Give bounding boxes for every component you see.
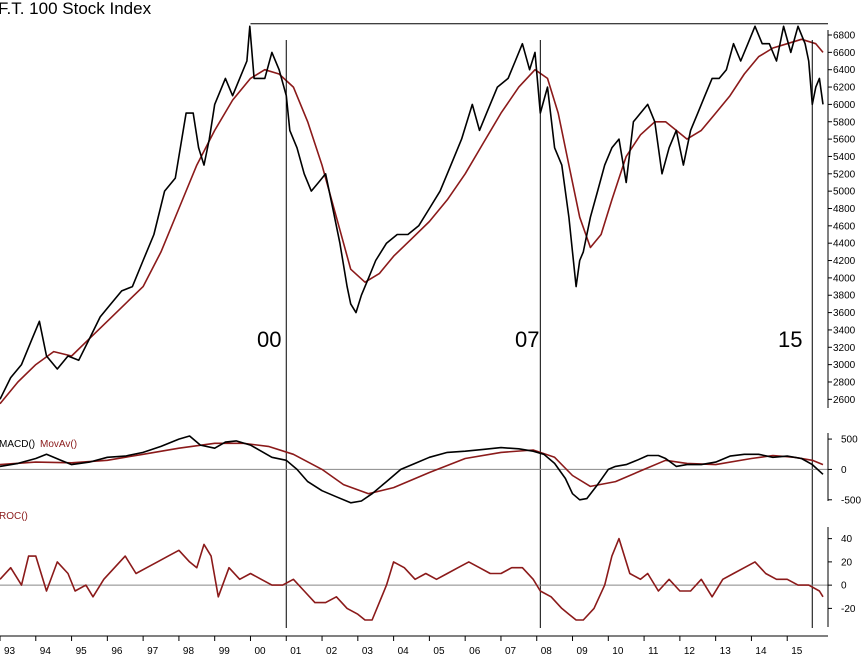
roc-tick-label: 40 bbox=[841, 534, 853, 545]
price-tick-label: 2800 bbox=[833, 377, 856, 388]
x-tick-label: 14 bbox=[755, 646, 767, 657]
x-tick-label: 06 bbox=[469, 646, 481, 657]
macd-tick-label: 0 bbox=[841, 465, 847, 476]
price-tick-label: 5400 bbox=[833, 152, 856, 163]
price-tick-label: 5000 bbox=[833, 187, 856, 198]
price-tick-label: 3200 bbox=[833, 343, 856, 354]
x-tick-label: 02 bbox=[326, 646, 338, 657]
ftse-moving-average-line bbox=[0, 38, 824, 405]
x-tick-label: 95 bbox=[76, 646, 88, 657]
price-tick-label: 3600 bbox=[833, 308, 856, 319]
x-tick-label: 09 bbox=[577, 646, 589, 657]
price-tick-label: 5200 bbox=[833, 169, 856, 180]
x-tick-label: 98 bbox=[183, 646, 195, 657]
x-tick-label: 03 bbox=[362, 646, 374, 657]
price-tick-label: 5600 bbox=[833, 135, 856, 146]
macd-tick-label: 500 bbox=[841, 435, 858, 446]
macd-legend-label: MACD() bbox=[0, 439, 35, 450]
price-tick-label: 4600 bbox=[833, 221, 856, 232]
x-tick-label: 97 bbox=[147, 646, 159, 657]
roc-tick-label: 20 bbox=[841, 557, 853, 568]
price-tick-label: 3400 bbox=[833, 325, 856, 336]
roc-tick-label: 0 bbox=[841, 581, 847, 592]
price-tick-label: 3000 bbox=[833, 360, 856, 371]
plot-layer: 2600280030003200340036003800400042004400… bbox=[0, 23, 861, 657]
x-tick-label: 08 bbox=[541, 646, 553, 657]
chart-title: F.T. 100 Stock Index bbox=[0, 0, 152, 18]
x-tick-label: 01 bbox=[290, 646, 302, 657]
roc-line bbox=[0, 537, 824, 621]
price-tick-label: 6200 bbox=[833, 83, 856, 94]
roc-legend-label: ROC() bbox=[0, 511, 28, 522]
x-tick-label: 07 bbox=[505, 646, 517, 657]
price-tick-label: 3800 bbox=[833, 291, 856, 302]
price-tick-label: 6400 bbox=[833, 65, 856, 76]
x-tick-label: 96 bbox=[111, 646, 123, 657]
x-tick-label: 13 bbox=[720, 646, 732, 657]
macd-tick-label: -500 bbox=[841, 495, 861, 506]
x-tick-label: 93 bbox=[4, 646, 16, 657]
roc-tick-label: -20 bbox=[841, 604, 856, 615]
x-tick-label: 04 bbox=[398, 646, 410, 657]
price-tick-label: 4000 bbox=[833, 273, 856, 284]
price-tick-label: 2600 bbox=[833, 395, 856, 406]
macd-moving-average-line bbox=[0, 442, 824, 495]
x-tick-label: 05 bbox=[433, 646, 445, 657]
x-tick-label: 99 bbox=[219, 646, 231, 657]
x-tick-label: 10 bbox=[612, 646, 624, 657]
cycle-label: 07 bbox=[515, 327, 539, 352]
price-tick-label: 6800 bbox=[833, 31, 856, 42]
price-tick-label: 6000 bbox=[833, 100, 856, 111]
x-tick-label: 11 bbox=[648, 646, 659, 657]
x-tick-label: 12 bbox=[684, 646, 696, 657]
x-tick-label: 94 bbox=[40, 646, 52, 657]
cycle-label: 00 bbox=[257, 327, 281, 352]
price-tick-label: 4400 bbox=[833, 239, 856, 250]
x-tick-label: 00 bbox=[254, 646, 266, 657]
price-tick-label: 4200 bbox=[833, 256, 856, 267]
price-tick-label: 6600 bbox=[833, 48, 856, 59]
price-tick-label: 4800 bbox=[833, 204, 856, 215]
macd-line bbox=[0, 435, 824, 504]
ftse-price-line bbox=[0, 25, 824, 400]
price-tick-label: 5800 bbox=[833, 117, 856, 128]
movav-legend-label: MovAv() bbox=[40, 439, 77, 450]
x-tick-label: 15 bbox=[791, 646, 803, 657]
cycle-label: 15 bbox=[778, 327, 802, 352]
